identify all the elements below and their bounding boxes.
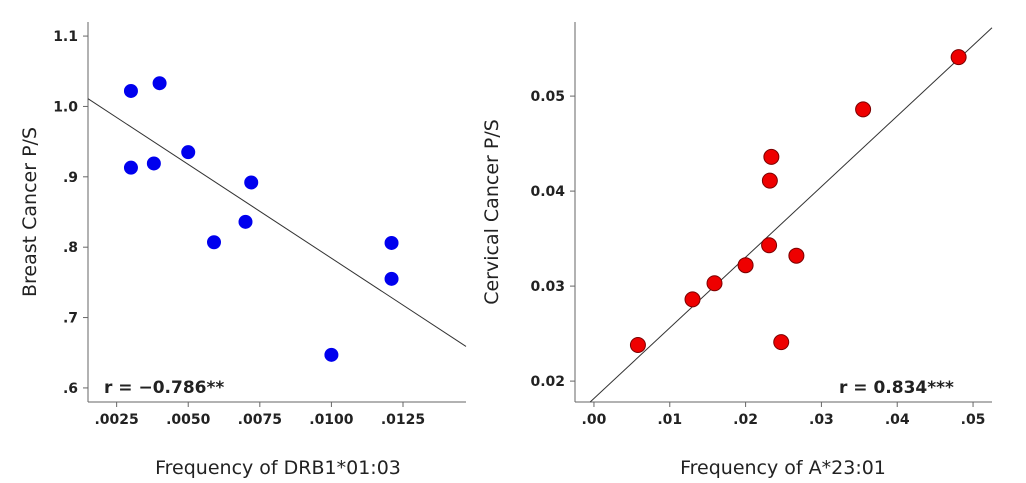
breast-cancer-scatter-plot: .0025.0050.0075.0100.0125.6.7.8.91.01.1 … [19,22,467,479]
cervical-x-tick-label: .04 [885,412,910,428]
cervical-y-tick-label: 0.03 [530,279,565,295]
breast-data-point [384,271,399,286]
cervical-x-tick-label: .05 [961,412,986,428]
breast-data-point [123,83,138,98]
cervical-y-tick-label: 0.05 [530,89,565,105]
cervical-data-point [684,291,701,308]
breast-data-point [123,160,138,175]
breast-x-tick-label: .0100 [309,412,354,428]
cervical-data-point [761,172,778,189]
breast-y-tick-label: .7 [63,311,78,327]
cervical-cancer-scatter-plot: .00 .01 .02 .03 .04 .05 0.02 0.03 0.04 0.05 Frequ… [481,22,993,479]
breast-y-tick-label: .6 [63,381,78,397]
cervical-correlation-annotation: r = 0.834*** [839,378,954,398]
breast-y-tick-label: .8 [63,240,78,256]
breast-data-point [324,347,339,362]
cervical-regression-line [589,27,993,403]
breast-y-axis-title: Breast Cancer P/S [19,127,41,297]
breast-y-tick-label: 1.1 [53,29,78,45]
cervical-data-point [788,247,805,264]
cervical-data-point [950,49,967,66]
breast-data-point [238,214,253,229]
breast-regression-line [87,98,467,347]
breast-data-point [152,76,167,91]
cervical-data-point [773,334,790,351]
breast-data-point [207,235,221,250]
breast-data-point [244,175,259,190]
breast-x-tick-label: .0075 [238,412,282,428]
cervical-y-tick-label: 0.04 [530,184,565,200]
cervical-x-tick-label: .00 [582,412,607,428]
cervical-data-point [629,337,646,353]
breast-x-tick-label: .0050 [166,412,211,428]
cervical-data-point [855,101,872,118]
breast-x-axis-title: Frequency of DRB1*01:03 [155,457,401,479]
cervical-data-point [761,237,778,254]
breast-y-tick-label: 1.0 [53,99,78,115]
cervical-y-tick-label: 0.02 [530,374,565,390]
breast-data-point [181,145,196,160]
cervical-data-point [737,257,754,274]
breast-x-tick-label: .0025 [94,412,138,428]
breast-y-tick-label: .9 [63,170,78,186]
breast-data-point [146,156,161,171]
cervical-x-tick-label: .01 [657,412,682,428]
breast-correlation-annotation: r = −0.786** [104,378,224,398]
cervical-data-point [763,148,780,165]
cervical-y-axis-title: Cervical Cancer P/S [481,119,503,305]
cervical-x-tick-label: .02 [733,412,758,428]
cervical-x-tick-label: .03 [809,412,834,428]
cervical-data-point [706,275,723,292]
breast-data-point [384,235,399,250]
breast-x-tick-label: .0125 [381,412,425,428]
cervical-x-axis-title: Frequency of A*23:01 [680,457,886,479]
